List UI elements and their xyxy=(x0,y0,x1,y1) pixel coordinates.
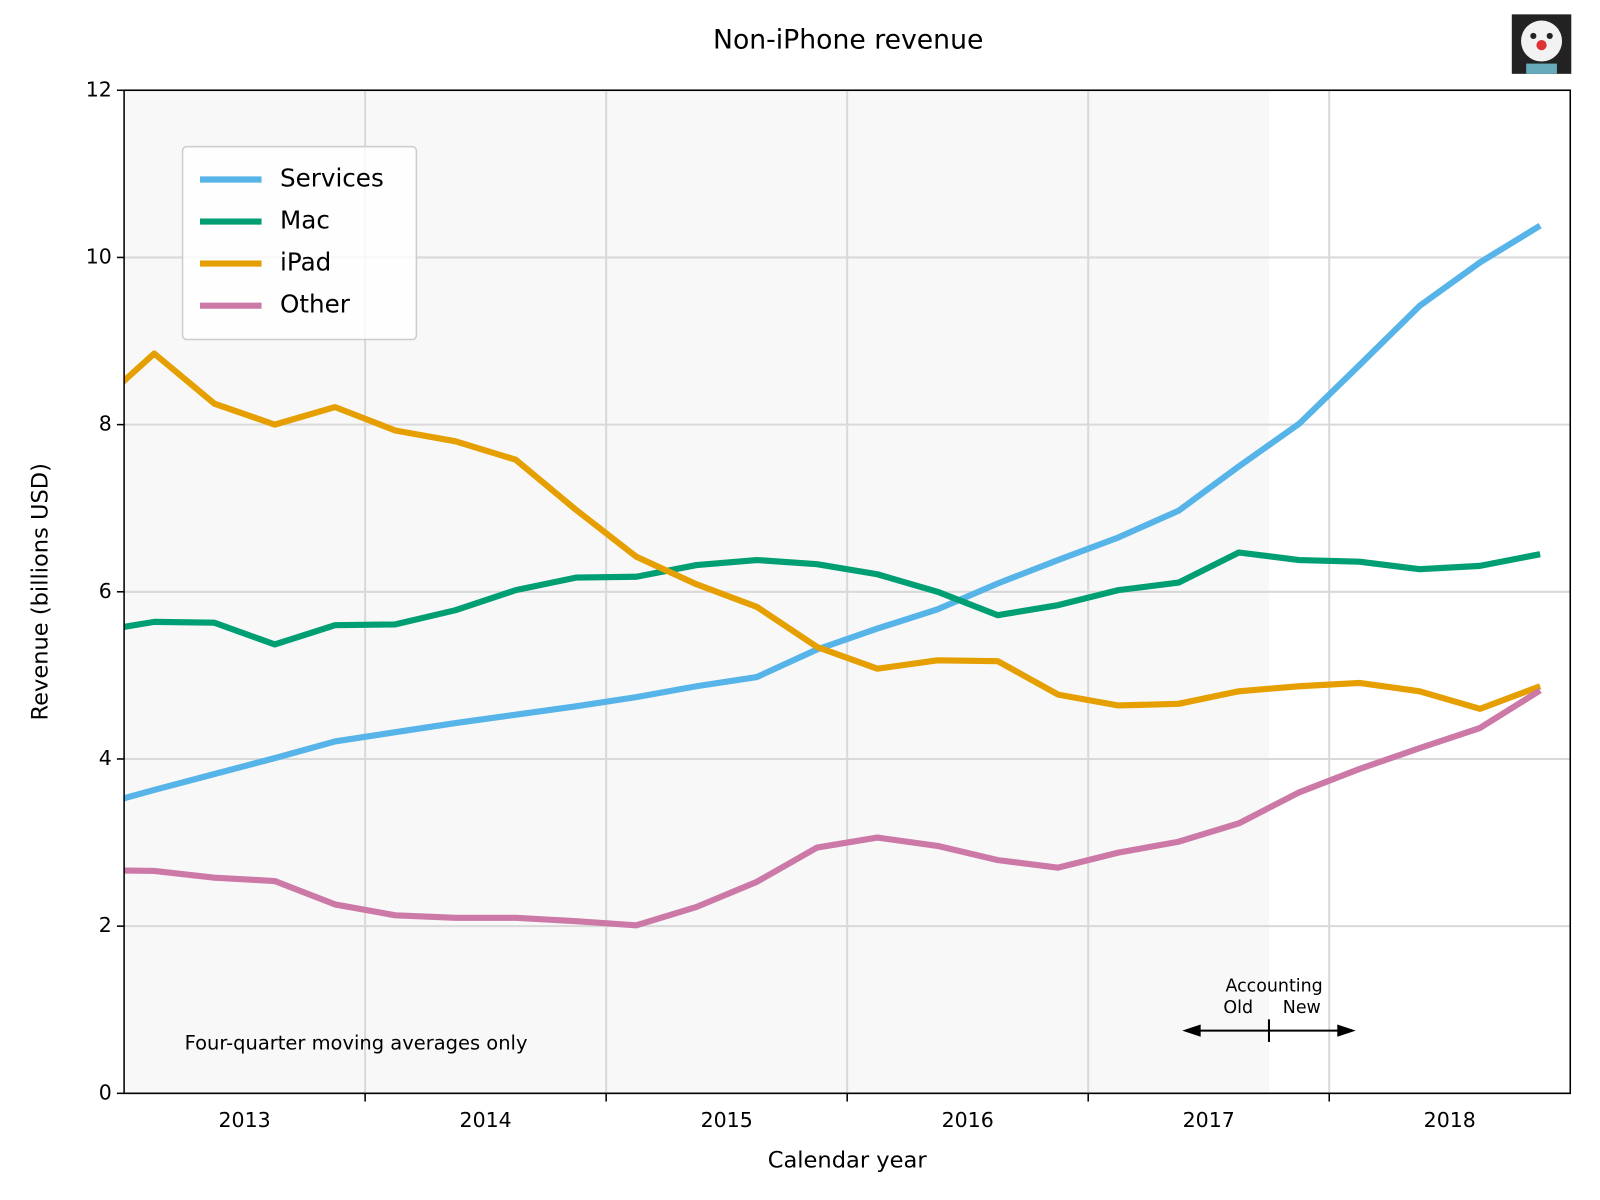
chart-title: Non-iPhone revenue xyxy=(713,25,983,56)
legend-label: iPad xyxy=(280,248,331,277)
arrow-head xyxy=(1337,1024,1356,1037)
series-line xyxy=(124,549,1541,648)
y-tick-label: 2 xyxy=(99,913,112,937)
x-tick-label: 2017 xyxy=(1183,1108,1235,1132)
x-tick-label: 2015 xyxy=(701,1108,753,1132)
legend: Services Mac iPad Other xyxy=(181,145,418,341)
y-tick-label: 4 xyxy=(99,746,112,770)
legend-box xyxy=(181,145,418,341)
legend-label: Services xyxy=(280,163,384,192)
y-tick-label: 12 xyxy=(86,77,112,101)
y-tick-label: 0 xyxy=(99,1080,112,1104)
legend-label: Other xyxy=(280,290,351,319)
annotation-title: Accounting xyxy=(1225,977,1322,997)
series-line xyxy=(124,687,1542,929)
y-tick-label: 10 xyxy=(86,244,112,268)
annotation-new: New xyxy=(1283,998,1321,1018)
x-axis-label: Calendar year xyxy=(768,1148,928,1174)
x-tick-label: 2018 xyxy=(1424,1108,1476,1132)
series-line xyxy=(124,350,1542,712)
arrow-head xyxy=(1182,1024,1201,1037)
x-tick-label: 2013 xyxy=(219,1108,271,1132)
y-tick-label: 8 xyxy=(99,412,112,436)
y-axis-label: Revenue (billions USD) xyxy=(28,463,54,721)
avatar-icon xyxy=(1511,14,1572,74)
series-group xyxy=(124,223,1542,929)
x-tick-label: 2016 xyxy=(942,1108,994,1132)
y-tick-label: 6 xyxy=(99,579,112,603)
plot-frame xyxy=(123,89,1572,1095)
legend-label: Mac xyxy=(280,206,330,235)
annotation-old: Old xyxy=(1223,998,1253,1018)
note: Four-quarter moving averages only xyxy=(185,1032,528,1055)
x-tick-label: 2014 xyxy=(460,1108,512,1132)
